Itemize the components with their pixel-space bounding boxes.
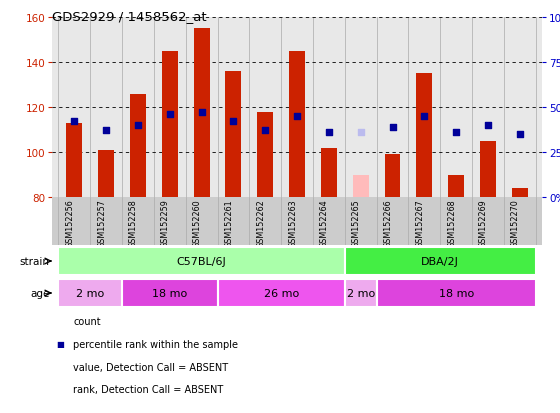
Text: GSM152270: GSM152270	[511, 199, 520, 247]
Text: GSM152267: GSM152267	[416, 199, 424, 247]
Point	[70, 118, 79, 124]
Text: 18 mo: 18 mo	[152, 288, 188, 298]
Text: GSM152259: GSM152259	[161, 199, 170, 248]
Text: GSM152261: GSM152261	[225, 199, 234, 247]
Text: 26 mo: 26 mo	[264, 288, 299, 298]
Text: ■: ■	[57, 339, 64, 349]
Bar	[257, 112, 273, 197]
Text: count: count	[73, 316, 101, 326]
Point	[324, 129, 333, 136]
Text: GSM152258: GSM152258	[129, 199, 138, 247]
Text: 2 mo: 2 mo	[76, 288, 104, 298]
FancyBboxPatch shape	[58, 247, 345, 276]
Text: GSM152269: GSM152269	[479, 199, 488, 247]
Text: GSM152266: GSM152266	[384, 199, 393, 247]
Bar	[226, 72, 241, 197]
FancyBboxPatch shape	[345, 279, 377, 308]
Point	[515, 131, 524, 138]
Point	[452, 129, 461, 136]
Bar	[353, 175, 368, 197]
Text: 2 mo: 2 mo	[347, 288, 375, 298]
FancyBboxPatch shape	[58, 279, 122, 308]
Bar	[98, 150, 114, 197]
Text: GSM152257: GSM152257	[97, 199, 106, 248]
Point	[165, 111, 174, 118]
Text: GDS2929 / 1458562_at: GDS2929 / 1458562_at	[52, 10, 207, 23]
Text: age: age	[30, 288, 49, 298]
Bar	[512, 189, 528, 197]
Text: GSM152265: GSM152265	[352, 199, 361, 247]
Bar	[448, 175, 464, 197]
Text: rank, Detection Call = ABSENT: rank, Detection Call = ABSENT	[73, 385, 223, 394]
Point	[261, 127, 270, 133]
Text: 18 mo: 18 mo	[438, 288, 474, 298]
Text: GSM152264: GSM152264	[320, 199, 329, 247]
Text: GSM152260: GSM152260	[193, 199, 202, 247]
Point	[420, 114, 429, 120]
Point	[292, 114, 301, 120]
Bar	[289, 52, 305, 197]
Point	[229, 118, 238, 124]
Bar	[385, 155, 400, 197]
Bar	[417, 74, 432, 197]
Bar	[162, 52, 178, 197]
Text: value, Detection Call = ABSENT: value, Detection Call = ABSENT	[73, 362, 228, 372]
Text: GSM152268: GSM152268	[447, 199, 456, 247]
Text: GSM152262: GSM152262	[256, 199, 265, 247]
Text: DBA/2J: DBA/2J	[421, 256, 459, 266]
Text: C57BL/6J: C57BL/6J	[177, 256, 226, 266]
Point	[197, 109, 206, 116]
Bar	[480, 141, 496, 197]
FancyBboxPatch shape	[122, 279, 217, 308]
FancyBboxPatch shape	[345, 247, 536, 276]
Bar	[194, 29, 209, 197]
Point	[356, 129, 365, 136]
Bar	[67, 123, 82, 197]
FancyBboxPatch shape	[377, 279, 536, 308]
Bar	[321, 148, 337, 197]
Text: GSM152263: GSM152263	[288, 199, 297, 247]
Text: strain: strain	[19, 256, 49, 266]
Text: percentile rank within the sample: percentile rank within the sample	[73, 339, 239, 349]
Point	[102, 127, 111, 133]
Text: GSM152256: GSM152256	[66, 199, 74, 247]
Point	[388, 125, 397, 131]
Bar	[130, 94, 146, 197]
Point	[483, 122, 492, 129]
Point	[133, 122, 142, 129]
FancyBboxPatch shape	[217, 279, 345, 308]
